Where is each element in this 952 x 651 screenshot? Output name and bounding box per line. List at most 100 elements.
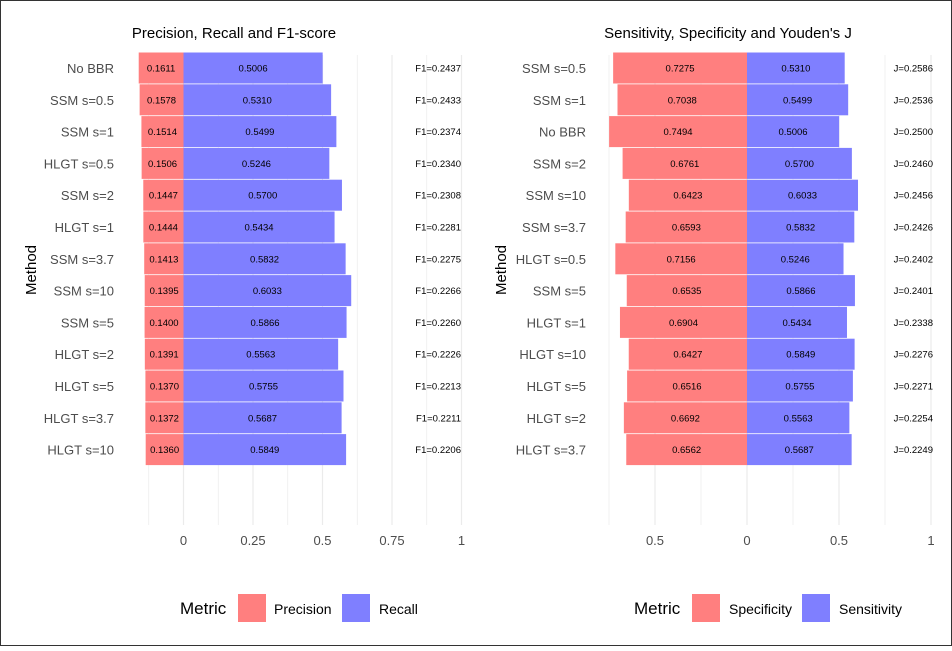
legend-label-precision: Precision <box>274 601 332 617</box>
left-bar-precision <box>141 116 184 148</box>
right-value-label-sensitivity: 0.6033 <box>788 191 817 202</box>
right-value-label-specificity: 0.6423 <box>673 191 702 202</box>
left-value-label-recall: 0.5832 <box>250 254 279 265</box>
right-category-label: HLGT s=0.5 <box>516 252 586 267</box>
left-score-annotation: F1=0.2226 <box>415 350 461 361</box>
left-chart-title: Precision, Recall and F1-score <box>132 25 336 42</box>
right-score-annotation: J=0.2401 <box>894 286 933 297</box>
left-value-label-precision: 0.1391 <box>150 350 179 361</box>
right-bar-specificity <box>622 147 747 179</box>
right-category-label: HLGT s=3.7 <box>516 443 586 458</box>
left-bar-recall <box>183 243 346 275</box>
right-score-annotation: J=0.2426 <box>894 223 933 234</box>
right-value-label-sensitivity: 0.5563 <box>784 413 813 424</box>
left-x-tick-label: 1 <box>458 533 465 548</box>
left-score-annotation: F1=0.2340 <box>415 159 461 170</box>
right-bar-sensitivity <box>747 84 849 116</box>
legend-swatch-recall <box>342 594 370 622</box>
left-value-label-recall: 0.5866 <box>251 318 280 329</box>
right-value-label-specificity: 0.6516 <box>673 382 702 393</box>
right-legend: Metric Specificity Sensitivity <box>634 594 902 622</box>
right-value-label-sensitivity: 0.5687 <box>785 445 814 456</box>
right-category-label: HLGT s=5 <box>527 379 586 394</box>
right-bar-sensitivity <box>747 52 845 84</box>
right-bar-specificity <box>617 84 747 116</box>
left-value-label-recall: 0.5246 <box>242 159 271 170</box>
left-bar-recall <box>183 52 323 84</box>
right-bar-specificity <box>615 243 747 275</box>
right-score-annotation: J=0.2271 <box>894 382 933 393</box>
right-score-annotation: J=0.2586 <box>894 64 933 75</box>
right-bar-sensitivity <box>747 179 859 211</box>
left-category-label: HLGT s=10 <box>47 443 114 458</box>
left-value-label-recall: 0.5563 <box>246 350 275 361</box>
left-value-label-precision: 0.1413 <box>149 254 178 265</box>
left-value-label-precision: 0.1370 <box>150 382 179 393</box>
right-x-tick-label: 0 <box>743 533 750 548</box>
right-x-tick-label: 0.5 <box>830 533 848 548</box>
left-bar-precision <box>145 434 184 466</box>
left-value-label-precision: 0.1400 <box>150 318 179 329</box>
right-category-label: SSM s=3.7 <box>522 220 586 235</box>
right-value-label-sensitivity: 0.5246 <box>781 254 810 265</box>
left-legend-title: Metric <box>180 599 227 618</box>
left-category-label: SSM s=0.5 <box>50 93 114 108</box>
left-score-annotation: F1=0.2275 <box>415 254 461 265</box>
left-bar-precision <box>138 52 184 84</box>
right-bar-sensitivity <box>747 116 840 148</box>
left-value-label-recall: 0.5499 <box>245 127 274 138</box>
right-category-label: HLGT s=10 <box>519 347 586 362</box>
left-category-label: HLGT s=5 <box>55 379 114 394</box>
right-bar-specificity <box>619 306 747 338</box>
right-value-label-specificity: 0.6562 <box>672 445 701 456</box>
right-bar-specificity <box>613 52 747 84</box>
left-x-tick-label: 0.5 <box>313 533 331 548</box>
left-score-annotation: F1=0.2308 <box>415 191 461 202</box>
left-bar-precision <box>141 147 184 179</box>
right-category-label: SSM s=2 <box>533 156 586 171</box>
right-bar-sensitivity <box>747 147 852 179</box>
right-value-label-specificity: 0.7494 <box>664 127 693 138</box>
right-category-label: HLGT s=2 <box>527 411 586 426</box>
left-value-label-precision: 0.1360 <box>150 445 179 456</box>
left-bar-precision <box>144 275 184 307</box>
left-bar-recall <box>183 434 347 466</box>
left-bar-recall <box>183 211 335 243</box>
right-value-label-specificity: 0.6761 <box>670 159 699 170</box>
left-bar-recall <box>183 179 342 211</box>
left-score-annotation: F1=0.2281 <box>415 223 461 234</box>
left-x-tick-label: 0 <box>180 533 187 548</box>
left-x-tick-label: 0.75 <box>379 533 404 548</box>
right-value-label-specificity: 0.7156 <box>667 254 696 265</box>
right-x-tick-label: 1 <box>927 533 934 548</box>
right-score-annotation: J=0.2536 <box>894 95 933 106</box>
left-bar-recall <box>183 147 330 179</box>
right-value-label-sensitivity: 0.5832 <box>786 223 815 234</box>
left-bar-recall <box>183 306 347 338</box>
right-category-label: HLGT s=1 <box>527 315 586 330</box>
left-bar-precision <box>144 338 184 370</box>
right-category-label: SSM s=0.5 <box>522 61 586 76</box>
right-value-label-specificity: 0.6904 <box>669 318 698 329</box>
left-category-label: No BBR <box>67 61 114 76</box>
right-x-tick-label: 0.5 <box>646 533 664 548</box>
right-category-label: SSM s=10 <box>526 188 586 203</box>
right-value-label-sensitivity: 0.5310 <box>781 64 810 75</box>
right-bar-specificity <box>628 179 747 211</box>
right-bar-sensitivity <box>747 243 844 275</box>
right-score-annotation: J=0.2249 <box>894 445 933 456</box>
left-category-label: SSM s=5 <box>61 315 114 330</box>
left-value-label-precision: 0.1447 <box>149 191 178 202</box>
left-bar-precision <box>139 84 184 116</box>
right-bar-sensitivity <box>747 306 847 338</box>
left-value-label-precision: 0.1506 <box>148 159 177 170</box>
right-value-label-specificity: 0.6427 <box>673 350 702 361</box>
right-value-label-sensitivity: 0.5849 <box>786 350 815 361</box>
right-value-label-specificity: 0.7038 <box>668 95 697 106</box>
left-legend: Metric Precision Recall <box>180 594 418 622</box>
left-value-label-recall: 0.5700 <box>248 191 277 202</box>
left-value-label-precision: 0.1611 <box>147 64 175 75</box>
left-category-label: HLGT s=0.5 <box>44 156 114 171</box>
left-value-label-recall: 0.5434 <box>245 223 274 234</box>
